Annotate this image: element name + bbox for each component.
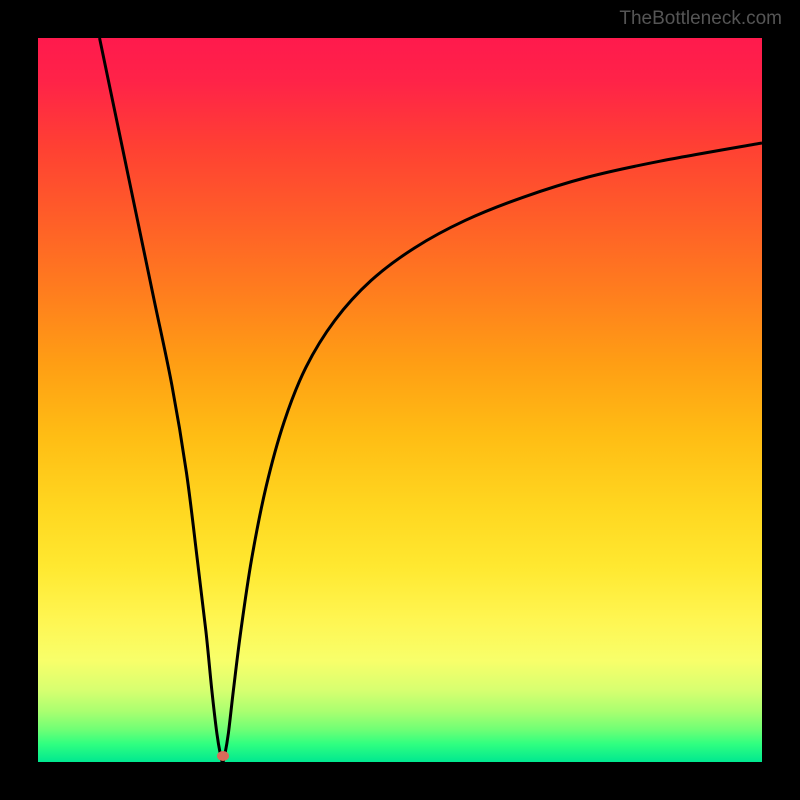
- watermark-text: TheBottleneck.com: [619, 8, 782, 30]
- bottleneck-curve: [38, 38, 762, 762]
- minimum-marker: [217, 751, 229, 761]
- chart-plot-area: [38, 38, 762, 762]
